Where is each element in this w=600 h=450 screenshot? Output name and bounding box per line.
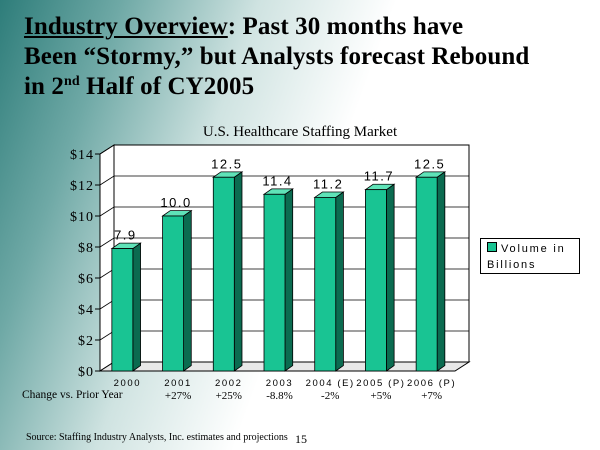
title-line-2: Been “Stormy,” but Analysts forecast Reb…: [24, 43, 530, 70]
change-value: +25%: [216, 390, 242, 402]
source-note: Source: Staffing Industry Analysts, Inc.…: [26, 432, 288, 443]
y-tick-label: $0: [78, 365, 94, 380]
gridline: [99, 206, 469, 217]
change-value: -2%: [321, 390, 339, 402]
bar-side: [183, 209, 192, 372]
y-tick-label: $10: [70, 210, 94, 225]
bar: [314, 196, 337, 372]
title-underlined: Industry Overview: [24, 13, 228, 40]
bar: [111, 248, 134, 372]
bar-side: [233, 171, 243, 372]
title-rest-1: : Past 30 months have: [227, 13, 464, 40]
data-label: 11.4: [262, 173, 292, 188]
gridline: [99, 144, 469, 155]
bar-side: [132, 242, 141, 372]
bar: [212, 176, 235, 372]
change-value: +5%: [370, 390, 391, 402]
gridline: [99, 175, 469, 186]
y-tick-label: $6: [78, 272, 94, 287]
x-tick-label: 2000: [114, 378, 142, 389]
bar-side: [436, 171, 446, 372]
bar: [263, 193, 286, 372]
title-line-3-post: Half of CY2005: [79, 73, 255, 100]
legend: Volume in Billions: [480, 238, 580, 274]
x-tick-label: 2005 (P): [356, 378, 405, 389]
chart-title: U.S. Healthcare Staffing Market: [202, 124, 398, 140]
legend-label: Volume in Billions: [487, 243, 566, 271]
change-value: +7%: [421, 390, 442, 402]
x-tick-label: 2004 (E): [306, 378, 355, 389]
data-label: 11.7: [364, 169, 394, 184]
y-tick-label: $2: [78, 334, 94, 349]
change-value: +27%: [165, 390, 191, 402]
y-tick-label: $8: [78, 241, 94, 256]
bar-side: [335, 191, 344, 372]
legend-swatch: [487, 242, 497, 252]
bar: [162, 215, 184, 372]
y-tick-label: $4: [78, 303, 94, 318]
data-label: 12.5: [414, 156, 445, 171]
x-tick-label: 2006 (P): [407, 378, 456, 389]
change-value: -8.8%: [266, 390, 293, 402]
y-tick-label: $12: [70, 179, 94, 194]
bar-side: [386, 183, 395, 372]
y-tick-label: $14: [70, 148, 94, 163]
bar: [365, 189, 387, 372]
slide-title: Industry Overview: Past 30 months have B…: [24, 12, 594, 102]
data-label: 7.9: [114, 228, 137, 243]
x-tick-label: 2001: [164, 378, 192, 389]
x-tick-label: 2002: [215, 378, 243, 389]
title-line-3-sup: nd: [64, 74, 80, 89]
data-label: 10.0: [160, 195, 191, 210]
gridline: [99, 237, 469, 248]
change-vs-prior-label: Change vs. Prior Year: [22, 389, 123, 401]
data-label: 11.2: [313, 176, 343, 191]
bar: [415, 176, 438, 372]
x-tick-label: 2003: [266, 378, 294, 389]
data-label: 12.5: [211, 156, 242, 171]
title-line-3-pre: in 2: [24, 73, 64, 100]
page-number: 15: [295, 432, 307, 446]
bar-side: [284, 188, 294, 372]
